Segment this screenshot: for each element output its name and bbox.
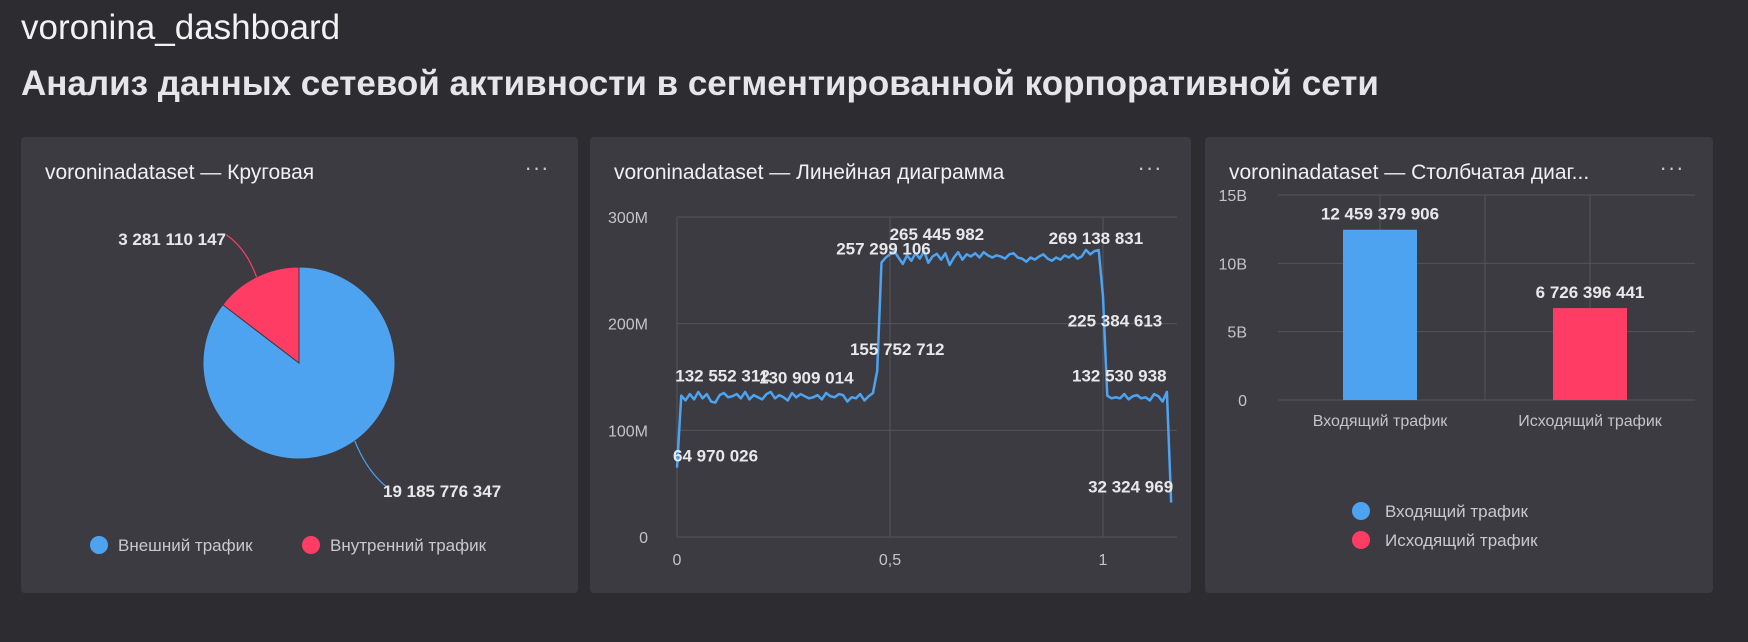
bar (1343, 229, 1417, 400)
line-data-label: 265 445 982 (890, 225, 985, 244)
legend-marker (1352, 502, 1370, 520)
line-data-label: 64 970 026 (673, 447, 758, 466)
line-data-label: 155 752 712 (850, 340, 945, 359)
y-tick-label: 0 (639, 530, 648, 547)
legend-label: Исходящий трафик (1385, 531, 1538, 550)
legend-label: Внутренний трафик (330, 536, 487, 555)
line-data-label: 130 909 014 (759, 368, 854, 387)
x-tick-label: Исходящий трафик (1518, 413, 1663, 430)
y-tick-label: 15B (1219, 188, 1247, 205)
y-tick-label: 200M (608, 317, 648, 334)
widget-title: voroninadataset — Круговая (45, 161, 315, 184)
legend-marker (1352, 531, 1370, 549)
y-tick-label: 0 (1238, 393, 1247, 410)
line-chart-widget: voroninadataset — Линейная диаграмма ···… (590, 137, 1191, 593)
bar (1553, 308, 1627, 400)
pie-chart-widget: voroninadataset — Круговая ··· 19 185 77… (21, 137, 578, 593)
dashboard-subtitle: Анализ данных сетевой активности в сегме… (21, 64, 1379, 103)
x-tick-label: 1 (1099, 552, 1108, 569)
line-series (675, 248, 1173, 503)
pie-slice-1 (202, 266, 396, 460)
pie-data-label: 19 185 776 347 (383, 482, 501, 501)
pie-leader-line (226, 234, 258, 278)
widget-menu-ellipsis-icon[interactable]: ··· (524, 155, 550, 180)
line-data-label: 132 552 312 (675, 367, 770, 386)
line-data-label: 132 530 938 (1072, 367, 1167, 386)
x-tick-label: Входящий трафик (1313, 413, 1449, 430)
line-data-label: 32 324 969 (1088, 478, 1173, 497)
pie-slice-2 (222, 266, 300, 365)
pie-data-label: 3 281 110 147 (118, 230, 226, 249)
legend-marker (302, 536, 320, 554)
dashboard-title: voronina_dashboard (21, 8, 341, 47)
y-tick-label: 10B (1219, 256, 1247, 273)
line-data-label: 269 138 831 (1049, 229, 1144, 248)
bar-chart-widget: voroninadataset — Столбчатая диаг... ···… (1205, 137, 1713, 593)
pie-leader-line (354, 440, 388, 488)
line-data-label: 257 299 106 (836, 240, 931, 259)
widget-title: voroninadataset — Столбчатая диаг... (1229, 161, 1590, 184)
legend-label: Входящий трафик (1385, 502, 1529, 521)
y-tick-label: 5B (1227, 325, 1247, 342)
pie-chart: 19 185 776 347 3 281 110 147 Внешний трафи… (90, 230, 501, 555)
widget-title: voroninadataset — Линейная диаграмма (614, 161, 1005, 184)
bar-chart: 0 5B 10B 15B 12 459 379 906 Входящий трафик 6 … (1219, 188, 1695, 550)
bar-data-label: 12 459 379 906 (1321, 205, 1439, 224)
x-tick-label: 0,5 (879, 552, 901, 569)
widget-menu-ellipsis-icon[interactable]: ··· (1659, 155, 1685, 180)
y-tick-label: 300M (608, 210, 648, 227)
x-tick-label: 0 (673, 552, 682, 569)
legend-marker (90, 536, 108, 554)
bar-data-label: 6 726 396 441 (1536, 283, 1645, 302)
legend-label: Внешний трафик (118, 536, 253, 555)
widget-menu-ellipsis-icon[interactable]: ··· (1137, 155, 1163, 180)
y-tick-label: 100M (608, 423, 648, 440)
line-data-label: 225 384 613 (1068, 312, 1163, 331)
